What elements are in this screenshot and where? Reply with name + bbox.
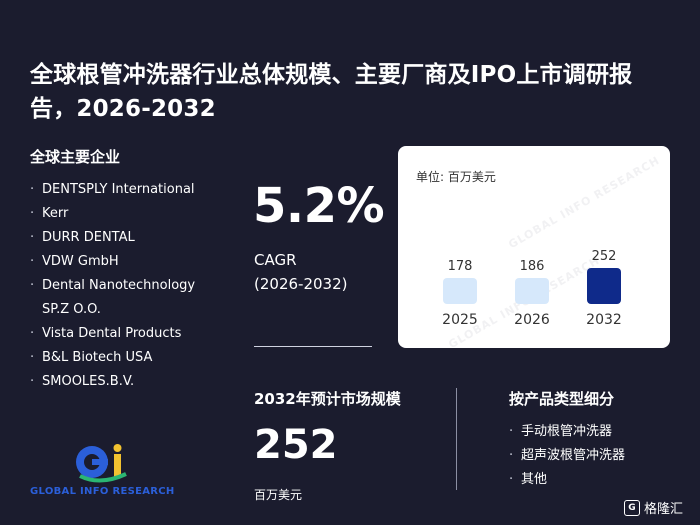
- cagr-value: 5.2%: [253, 178, 385, 234]
- segment-item: 其他: [509, 468, 625, 492]
- segment-item: 超声波根管冲洗器: [509, 444, 625, 468]
- chart-unit-label: 单位: 百万美元: [416, 170, 496, 184]
- x-tick-label: 2032: [586, 312, 622, 328]
- company-list: DENTSPLY International Kerr DURR DENTAL …: [30, 178, 222, 394]
- company-item: DURR DENTAL: [30, 226, 222, 250]
- logo-text: GLOBAL INFO RESEARCH: [30, 486, 175, 497]
- bar-chart: 178 2025 186 2026 252 2032: [442, 249, 622, 328]
- corner-brand: G 格隆汇: [624, 498, 683, 517]
- x-tick-label: 2025: [442, 312, 478, 328]
- bar-2026: [515, 278, 549, 304]
- report-title: 全球根管冲洗器行业总体规模、主要厂商及IPO上市调研报告，2026-2032: [30, 62, 633, 122]
- market-value: 252: [254, 422, 338, 468]
- company-item: DENTSPLY International: [30, 178, 222, 202]
- x-tick-label: 2026: [514, 312, 550, 328]
- bar-chart-card: GLOBAL INFO RESEARCH GLOBAL INFO RESEARC…: [398, 146, 670, 351]
- divider: [254, 346, 372, 347]
- company-item: SMOOLES.B.V.: [30, 370, 222, 394]
- segments-heading: 按产品类型细分: [509, 390, 615, 408]
- bar-2025: [443, 278, 477, 304]
- brand-name: 格隆汇: [644, 502, 684, 517]
- global-info-research-logo: [76, 444, 127, 483]
- cagr-label-block: CAGR (2026-2032): [254, 248, 347, 296]
- market-heading: 2032年预计市场规模: [254, 390, 401, 408]
- bar-2032: [587, 268, 621, 304]
- brand-icon: G: [624, 499, 640, 516]
- company-item: Kerr: [30, 202, 222, 226]
- company-item: Vista Dental Products: [30, 322, 222, 346]
- segment-list: 手动根管冲洗器 超声波根管冲洗器 其他: [509, 420, 625, 492]
- bar-value-label: 252: [592, 249, 617, 264]
- bar-value-label: 186: [520, 259, 545, 274]
- company-item: VDW GmbH: [30, 250, 222, 274]
- company-item: B&L Biotech USA: [30, 346, 222, 370]
- market-unit: 百万美元: [254, 488, 303, 502]
- segment-item: 手动根管冲洗器: [509, 420, 625, 444]
- vertical-divider: [456, 388, 457, 490]
- cagr-label: CAGR: [254, 251, 297, 269]
- cagr-period: (2026-2032): [254, 275, 348, 293]
- companies-heading: 全球主要企业: [30, 148, 121, 166]
- company-item: Dental Nanotechnology SP.Z O.O.: [30, 274, 222, 322]
- bar-value-label: 178: [448, 259, 473, 274]
